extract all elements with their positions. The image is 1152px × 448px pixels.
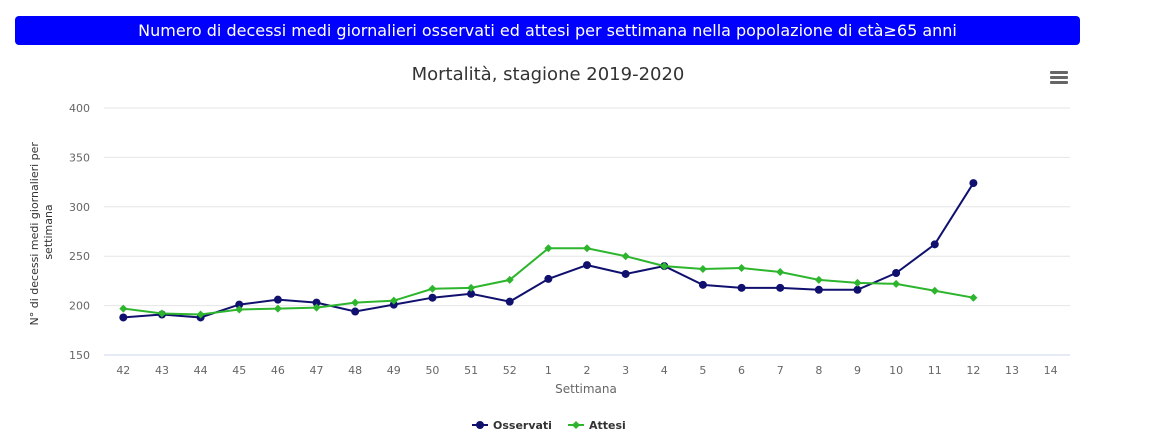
data-point-osservati — [621, 269, 630, 278]
y-tick-label: 250 — [69, 250, 90, 263]
data-point-osservati — [737, 283, 746, 292]
data-point-osservati — [467, 289, 476, 298]
x-tick-label: 50 — [425, 364, 439, 377]
hamburger-menu-icon[interactable] — [1050, 71, 1068, 84]
x-tick-label: 12 — [966, 364, 980, 377]
data-point-attesi — [814, 275, 823, 284]
y-axis-title-line-2: settimana — [42, 204, 55, 259]
data-point-osservati — [273, 295, 282, 304]
data-point-attesi — [157, 309, 166, 318]
chart-container: Mortalità, stagione 2019-2020 150 200 250 3… — [0, 50, 1152, 444]
data-point-osservati — [814, 285, 823, 294]
data-point-attesi — [351, 298, 360, 307]
x-tick-label: 5 — [699, 364, 706, 377]
x-tick-label: 52 — [503, 364, 517, 377]
legend-marker — [476, 421, 484, 429]
data-point-attesi — [428, 284, 437, 293]
data-point-osservati — [351, 307, 360, 316]
x-tick-label: 14 — [1044, 364, 1058, 377]
x-tick-label: 6 — [738, 364, 745, 377]
y-tick-label: 350 — [69, 151, 90, 164]
data-point-attesi — [660, 262, 669, 271]
series-layer — [119, 179, 978, 322]
x-tick-label: 46 — [271, 364, 285, 377]
y-gridlines — [104, 107, 1070, 307]
x-tick-label: 11 — [928, 364, 942, 377]
chart-banner-title: Numero di decessi medi giornalieri osser… — [15, 16, 1080, 45]
x-tick-label: 47 — [310, 364, 324, 377]
x-tick-label: 3 — [622, 364, 629, 377]
x-tick-label: 7 — [777, 364, 784, 377]
data-point-attesi — [737, 264, 746, 273]
data-point-osservati — [312, 298, 321, 307]
x-axis-title: Settimana — [555, 382, 617, 396]
y-axis-title-line-1: N° di decessi medi giornalieri per — [28, 142, 41, 326]
y-tick-label: 400 — [69, 102, 90, 115]
data-point-osservati — [583, 261, 591, 270]
x-tick-label: 51 — [464, 364, 478, 377]
y-axis-tick-labels: 150 200 250 300 350 400 — [69, 102, 90, 362]
x-tick-label: 8 — [815, 364, 822, 377]
x-tick-label: 2 — [584, 364, 591, 377]
data-point-osservati — [969, 179, 978, 188]
y-tick-label: 150 — [69, 349, 90, 362]
data-point-osservati — [428, 293, 437, 302]
data-point-osservati — [235, 300, 244, 309]
data-point-osservati — [505, 297, 514, 306]
data-point-attesi — [583, 244, 591, 253]
x-tick-label: 13 — [1005, 364, 1019, 377]
data-point-attesi — [505, 275, 514, 284]
data-point-osservati — [544, 274, 553, 283]
data-point-attesi — [196, 310, 205, 319]
data-point-osservati — [930, 240, 939, 249]
x-tick-label: 4 — [661, 364, 668, 377]
x-tick-label: 44 — [194, 364, 208, 377]
x-tick-label: 45 — [232, 364, 246, 377]
data-point-attesi — [389, 296, 398, 305]
mortality-line-chart: Mortalità, stagione 2019-2020 1502002503… — [28, 64, 1070, 432]
data-point-attesi — [698, 265, 707, 274]
legend-marker — [572, 421, 580, 429]
data-point-osservati — [698, 280, 707, 289]
data-point-attesi — [969, 293, 978, 302]
x-tick-label: 43 — [155, 364, 169, 377]
y-tick-label: 200 — [69, 300, 90, 313]
x-tick-label: 48 — [348, 364, 362, 377]
data-point-attesi — [467, 283, 476, 292]
x-tick-label: 49 — [387, 364, 401, 377]
data-point-attesi — [312, 303, 321, 312]
series-attesi — [119, 244, 978, 319]
legend-label: Osservati — [493, 419, 552, 432]
data-point-attesi — [235, 305, 244, 314]
data-point-osservati — [119, 313, 128, 322]
data-point-attesi — [853, 278, 862, 287]
data-point-osservati — [776, 283, 785, 292]
y-axis-title: N° di decessi medi giornalieri per setti… — [28, 139, 55, 326]
data-point-osservati — [892, 268, 901, 277]
chart-title: Mortalità, stagione 2019-2020 — [412, 64, 685, 85]
data-point-attesi — [544, 244, 553, 253]
data-point-attesi — [892, 279, 901, 288]
x-tick-label: 10 — [889, 364, 903, 377]
data-point-attesi — [930, 286, 939, 295]
legend-label: Attesi — [589, 419, 626, 432]
data-point-attesi — [621, 252, 630, 261]
y-tick-label: 300 — [69, 201, 90, 214]
data-point-attesi — [273, 304, 282, 313]
data-point-attesi — [776, 268, 785, 277]
chart-legend: Osservati Attesi — [472, 419, 626, 432]
x-tick-label: 9 — [854, 364, 861, 377]
x-axis-tick-labels: 42 43 44 45 46 47 48 49 50 51 52 1 2 3 4 5 6 7 8 9 10 11 12 13 1… — [116, 364, 1057, 377]
data-point-osservati — [853, 285, 862, 294]
legend-item-attesi[interactable]: Attesi — [568, 419, 626, 432]
x-tick-label: 42 — [116, 364, 130, 377]
data-point-attesi — [119, 304, 128, 313]
x-tick-label: 1 — [545, 364, 552, 377]
legend-item-osservati[interactable]: Osservati — [472, 419, 552, 432]
